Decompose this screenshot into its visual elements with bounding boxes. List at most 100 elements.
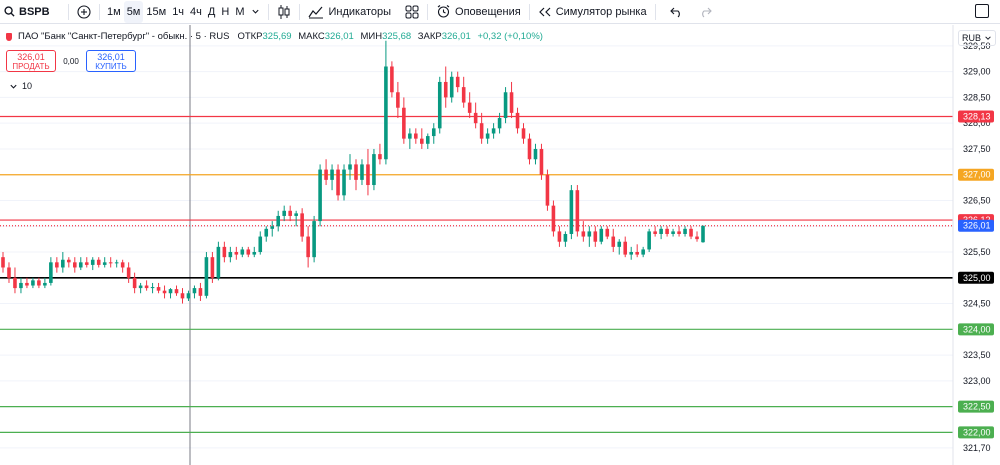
volume-value: 10	[22, 81, 33, 91]
candle-body	[174, 289, 179, 294]
chart-type-button[interactable]	[273, 1, 295, 23]
candle-body	[695, 236, 699, 240]
candle-body	[557, 231, 562, 242]
candle-body	[240, 249, 245, 255]
candle-body	[605, 228, 610, 237]
close-label: ЗАКР	[417, 31, 442, 42]
candle-body	[25, 282, 29, 286]
interval-week[interactable]: Н	[221, 5, 230, 18]
candle-body	[503, 92, 508, 119]
interval-month[interactable]: М	[235, 5, 245, 18]
sell-price: 326,01	[17, 52, 45, 62]
price-tick-label: 323,50	[963, 350, 991, 360]
redo-button[interactable]	[695, 1, 716, 23]
toolbar-divider	[427, 3, 429, 20]
candle-body	[467, 102, 472, 113]
candle-body	[647, 231, 651, 250]
candle-body	[318, 169, 322, 222]
candle-body	[324, 169, 328, 180]
candle-body	[19, 282, 23, 289]
candle-body	[659, 228, 663, 234]
candle-body	[485, 133, 490, 139]
interval-4h[interactable]: 4ч	[190, 5, 202, 18]
candle-body	[683, 228, 687, 234]
currency-select[interactable]: RUB	[958, 30, 996, 46]
chevron-down-icon	[252, 9, 260, 14]
price-level-label: 327,00	[963, 170, 991, 180]
candle-body	[31, 280, 35, 286]
candle-body	[497, 118, 502, 129]
symbol-search-button[interactable]: BSPB	[0, 1, 64, 23]
compare-symbol-button[interactable]	[73, 1, 95, 23]
toolbar-divider	[528, 3, 530, 20]
candle-body	[701, 225, 705, 243]
candle-body	[282, 210, 286, 216]
candle-body	[455, 76, 460, 88]
search-icon	[4, 6, 15, 17]
candle-body	[49, 262, 53, 283]
undo-button[interactable]	[666, 1, 687, 23]
candle-body	[216, 246, 221, 278]
toolbar-divider	[299, 3, 301, 20]
change-value: +0,32 (+0,10%)	[477, 31, 543, 42]
candle-body	[491, 128, 496, 134]
candle-body	[108, 262, 113, 264]
alerts-button[interactable]: Оповещения	[432, 1, 525, 23]
candle-body	[611, 236, 616, 247]
candle-body	[414, 133, 418, 139]
price-level-badge	[958, 219, 994, 232]
candle-body	[294, 213, 298, 216]
volume-toggle[interactable]: 10	[6, 80, 35, 92]
candle-body	[372, 154, 376, 186]
candle-body	[138, 285, 143, 289]
sell-button[interactable]: 326,01 ПРОДАТЬ	[6, 50, 56, 72]
candle-body	[264, 228, 269, 237]
candle-body	[67, 259, 71, 263]
candle-body	[354, 164, 358, 180]
chevron-down-icon	[985, 36, 991, 40]
indicators-button[interactable]: Индикаторы	[304, 1, 395, 23]
price-level-badge	[958, 168, 994, 181]
price-level-label: 322,00	[963, 427, 991, 437]
interval-day[interactable]: Д	[207, 5, 216, 18]
spread-value: 0,00	[63, 56, 79, 66]
candle-body	[425, 136, 430, 144]
interval-15m[interactable]: 15м	[146, 5, 167, 18]
top-toolbar: BSPB 1м 5м 15м 1ч 4ч Д Н М Индикаторы Оп…	[0, 0, 1000, 24]
buy-button[interactable]: 326,01 КУПИТЬ	[86, 50, 136, 72]
candle-body	[180, 293, 185, 299]
layouts-button[interactable]	[401, 1, 423, 23]
candle-body	[342, 169, 346, 196]
candle-body	[437, 81, 442, 129]
candle-body	[276, 215, 281, 227]
candle-body	[13, 277, 17, 289]
indicators-icon	[308, 6, 324, 18]
price-tick-label: 328,00	[963, 118, 991, 128]
high-value: 326,01	[324, 31, 354, 42]
price-chart[interactable]: 329,50329,00328,50328,00327,50327,00326,…	[0, 25, 1000, 465]
fullscreen-icon[interactable]	[975, 4, 989, 18]
candle-body	[300, 213, 304, 237]
interval-1m[interactable]: 1м	[107, 5, 121, 18]
candle-body	[420, 138, 424, 144]
price-tick-label: 326,50	[963, 195, 991, 205]
candle-body	[1, 257, 5, 268]
interval-dropdown[interactable]	[247, 1, 264, 23]
candle-body	[96, 259, 101, 265]
add-circle-icon	[77, 4, 91, 19]
candle-body	[360, 164, 364, 180]
candle-body	[617, 241, 622, 247]
price-tick-label: 329,00	[963, 67, 991, 77]
candle-body	[306, 236, 310, 258]
candle-body	[228, 252, 233, 258]
interval-5m[interactable]: 5м	[123, 0, 144, 23]
interval-1h[interactable]: 1ч	[172, 5, 185, 18]
buy-label: КУПИТЬ	[95, 62, 127, 71]
candle-body	[515, 112, 520, 129]
symbol-title[interactable]: ПАО "Банк "Санкт-Петербург" - обыкн. · 5…	[18, 31, 230, 42]
candle-body	[102, 262, 107, 265]
replay-button[interactable]: Симулятор рынка	[534, 1, 651, 23]
candle-body	[37, 280, 41, 286]
price-axis: 329,50329,00328,50328,00327,50327,00326,…	[963, 41, 991, 453]
candle-body	[126, 267, 131, 278]
